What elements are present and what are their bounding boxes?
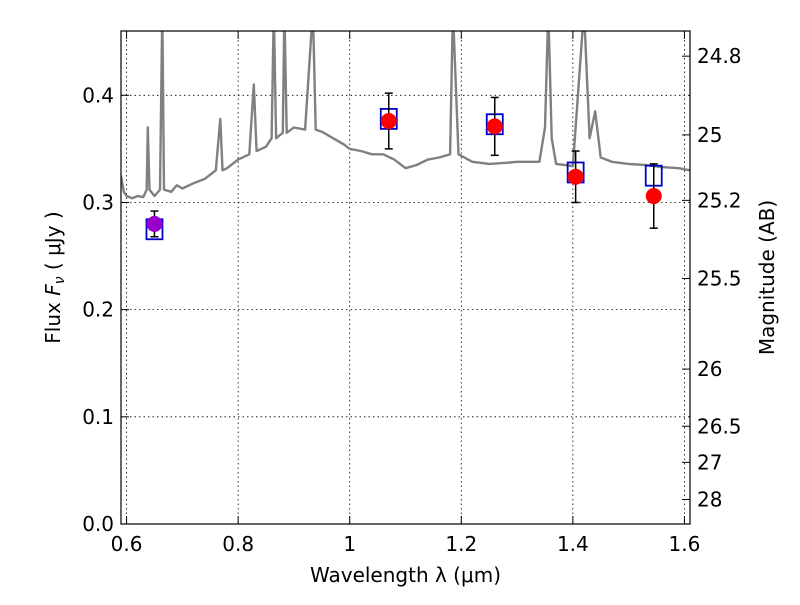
- x-axis-label: Wavelength λ (μm): [310, 563, 501, 587]
- x-tick-label: 0.8: [222, 532, 254, 556]
- x-tick-label: 0.6: [111, 532, 143, 556]
- y2-axis-label: Magnitude (AB): [755, 200, 779, 355]
- y-tick-label: 0.2: [82, 298, 114, 322]
- x-tick-label: 1.2: [445, 532, 477, 556]
- x-tick-label: 1.6: [669, 532, 701, 556]
- mag-tick-label: 27: [697, 450, 722, 474]
- y-axis-label-subscript: ν: [52, 276, 68, 284]
- x-tick-label: 1: [343, 532, 356, 556]
- y-axis-label-symbol: F: [41, 284, 65, 296]
- mag-tick-label: 26: [697, 357, 722, 381]
- observed-flux-point: [380, 113, 397, 130]
- y-axis-label-unit: ( μJy ): [41, 211, 65, 276]
- observed-flux-point: [567, 168, 584, 185]
- plot-frame: [120, 30, 691, 525]
- y-tick-label: 0.1: [82, 405, 114, 429]
- observed-flux-point: [486, 118, 503, 135]
- x-tick-label: 1.4: [557, 532, 589, 556]
- grid: [121, 31, 690, 525]
- y-axis-label-text: Flux: [41, 296, 65, 344]
- y-tick-label: 0.0: [82, 512, 114, 536]
- observed-flux-point: [146, 215, 163, 232]
- mag-tick-label: 25.2: [697, 188, 742, 212]
- axes: 0.6 0.8 1 1.2 1.4 1.6 0.0 0.1 0.2 0.3 0.4 24.8 25 25.…: [82, 30, 742, 556]
- y-axis-label: Flux Fν ( μJy ): [41, 211, 68, 343]
- model-spectrum-line: [121, 31, 690, 200]
- y-tick-label: 0.4: [82, 83, 114, 107]
- mag-tick-label: 24.8: [697, 44, 742, 68]
- observed-flux-point: [645, 188, 662, 205]
- y-tick-label: 0.3: [82, 190, 114, 214]
- mag-tick-label: 28: [697, 487, 722, 511]
- mag-tick-label: 26.5: [697, 414, 742, 438]
- plot-area: [121, 31, 690, 241]
- mag-tick-label: 25: [697, 123, 722, 147]
- mag-tick-label: 25.5: [697, 266, 742, 290]
